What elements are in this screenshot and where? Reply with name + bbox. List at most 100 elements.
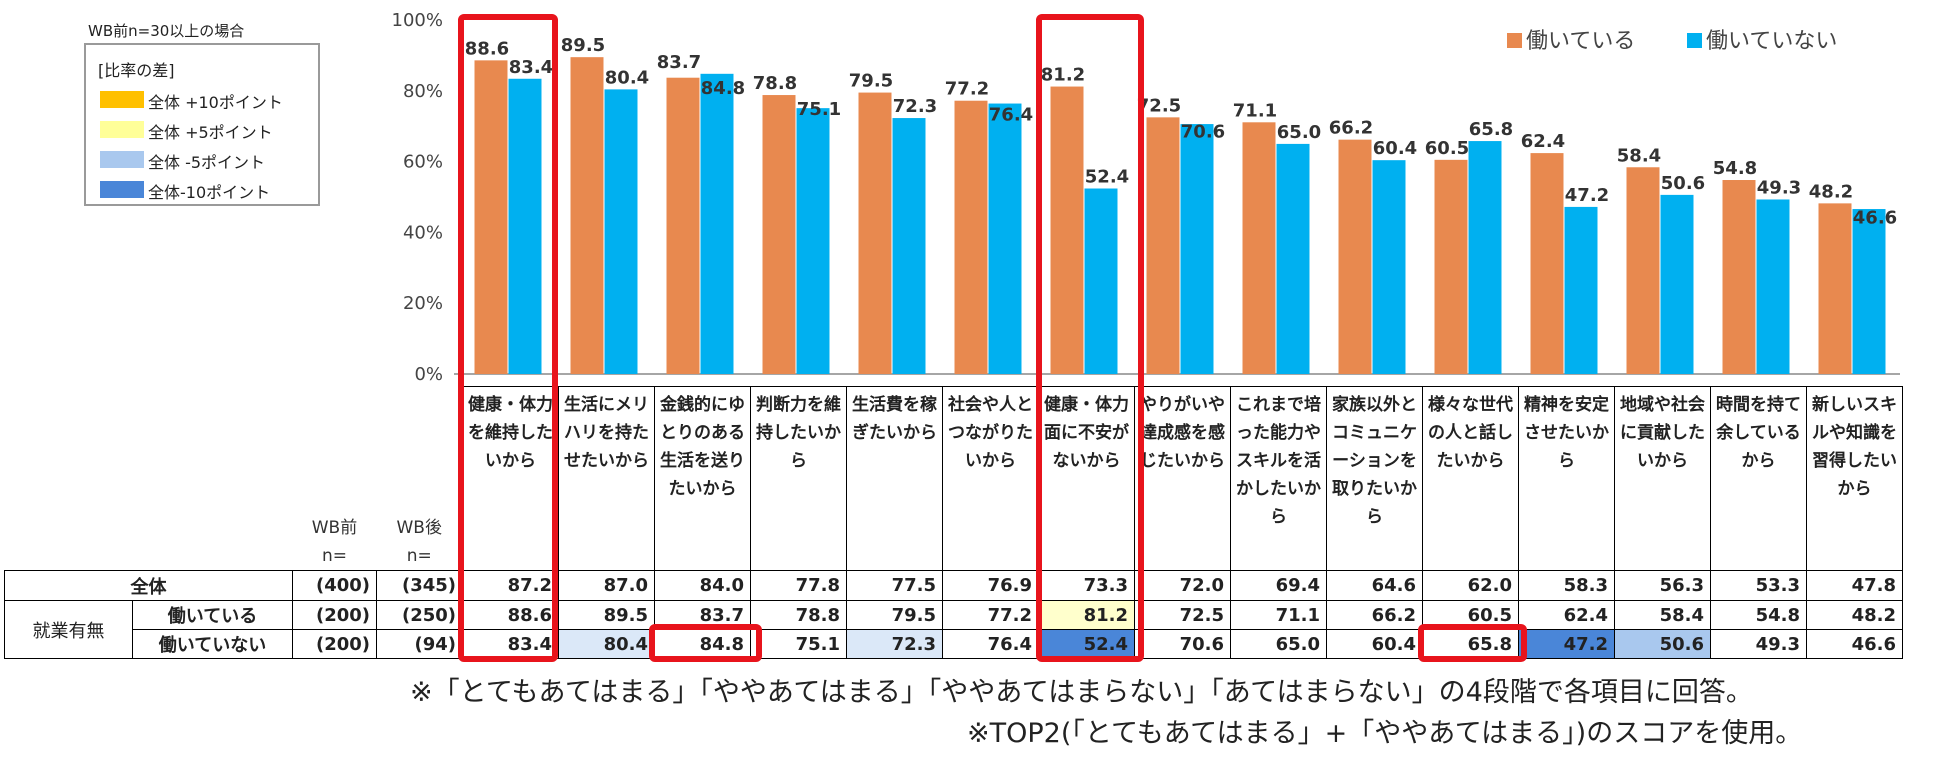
row-label-not-working: 働いていない: [132, 629, 293, 659]
bar-value-label: 49.3: [1757, 177, 1801, 198]
bar-not-working: [1180, 124, 1214, 375]
table-cell: 75.1: [750, 629, 847, 659]
difference-legend: [比率の差] 全体 +10ポイント 全体 +5ポイント 全体 -5ポイント 全体…: [84, 43, 320, 206]
bar-working: [954, 100, 988, 374]
bar-working: [666, 77, 700, 375]
highlight-col-health-maintain: [458, 14, 558, 662]
highlight-cell-money: [649, 624, 762, 662]
n-before-working: (200): [292, 600, 377, 630]
y-tick-label: 80%: [403, 81, 443, 102]
category-header: 金銭的にゆとりのある生活を送りたいから: [654, 386, 751, 571]
category-header: これまで培った能力やスキルを活かしたいから: [1230, 386, 1327, 571]
sample-size-note: WB前n=30以上の場合: [88, 22, 245, 40]
bar-value-label: 50.6: [1661, 173, 1705, 194]
table-cell: 76.9: [942, 570, 1039, 601]
bar-value-label: 88.6: [465, 38, 509, 59]
bar-value-label: 76.4: [989, 105, 1033, 126]
bar-value-label: 48.2: [1809, 181, 1853, 202]
table-cell: 78.8: [750, 600, 847, 630]
category-header: 様々な世代の人と話したいから: [1422, 386, 1519, 571]
y-tick-label: 100%: [392, 10, 443, 31]
table-cell: 79.5: [846, 600, 943, 630]
bar-value-label: 70.6: [1181, 121, 1225, 142]
wb-after-label: WB後: [396, 518, 442, 538]
table-cell: 64.6: [1326, 570, 1423, 601]
category-header: 健康・体力を維持したいから: [462, 386, 559, 571]
bar-value-label: 65.0: [1277, 122, 1321, 143]
table-cell: 53.3: [1710, 570, 1807, 601]
data-table: WB前 n= WB後 n= 健康・体力を維持したいから 生活にメリハリを持たせたい…: [4, 386, 1903, 659]
bar-not-working: [1564, 206, 1598, 374]
y-tick-label: 0%: [414, 364, 443, 385]
bar-not-working: [1852, 209, 1886, 374]
table-cell: 89.5: [558, 600, 655, 630]
highlight-col-health-no-worry: [1036, 14, 1144, 662]
n-label: n=: [321, 546, 348, 566]
category-header: 健康・体力面に不安がないから: [1038, 386, 1135, 571]
series-legend-swatch: [1687, 33, 1702, 48]
category-label: 社会や人とつながりたいから: [948, 395, 1033, 471]
table-cell: 48.2: [1806, 600, 1903, 630]
bar-working: [474, 60, 508, 375]
bar-not-working: [1276, 143, 1310, 374]
category-label: やりがいや達成感を感じたいから: [1140, 395, 1225, 471]
bar-not-working: [1468, 141, 1502, 374]
table-cell: 72.0: [1134, 570, 1231, 601]
table-cell: 49.3: [1710, 629, 1807, 659]
table-cell: 65.0: [1230, 629, 1327, 659]
bar-value-label: 84.8: [701, 78, 745, 99]
bar-value-label: 54.8: [1713, 158, 1757, 179]
category-label: 新しいスキルや知識を習得したいから: [1812, 395, 1897, 499]
table-cell: 84.0: [654, 570, 751, 601]
bar-working: [1434, 159, 1468, 374]
bar-not-working: [1756, 199, 1790, 374]
n-after-not-working: (94): [376, 629, 463, 659]
legend-label: 全体 +10ポイント: [148, 93, 283, 112]
legend-swatch: [100, 151, 144, 168]
bar-working: [1050, 86, 1084, 374]
table-cell: 83.4: [462, 629, 559, 659]
bar-value-label: 62.4: [1521, 131, 1565, 152]
bar-value-label: 72.5: [1137, 95, 1181, 116]
series-legend-label: 働いている: [1526, 29, 1635, 54]
table-cell: 65.8: [1422, 629, 1519, 659]
bar-chart: 0% 20% 40% 60% 80% 100% 88.683.4 89.580.4 83.784…: [392, 10, 1900, 385]
table-cell: 80.4: [558, 629, 655, 659]
row-label-total: 全体: [4, 570, 293, 601]
table-cell: 60.4: [1326, 629, 1423, 659]
category-label: 健康・体力面に不安がないから: [1044, 395, 1129, 471]
table-cell: 58.3: [1518, 570, 1615, 601]
table-cell: 46.6: [1806, 629, 1903, 659]
category-label: 地域や社会に貢献したいから: [1620, 395, 1705, 471]
y-tick-label: 40%: [403, 222, 443, 243]
category-header: 精神を安定させたいから: [1518, 386, 1615, 571]
table-cell: 69.4: [1230, 570, 1327, 601]
bar-value-label: 58.4: [1617, 145, 1661, 166]
y-tick-label: 60%: [403, 152, 443, 173]
bar-working: [1626, 167, 1660, 374]
footnote-scale: ※「とてもあてはまる」「ややあてはまる」「ややあてはまらない」「あてはまらない」…: [410, 677, 1753, 708]
bar-value-label: 65.8: [1469, 119, 1513, 140]
bar-working: [1818, 203, 1852, 374]
category-header: 判断力を維持したいから: [750, 386, 847, 571]
table-cell: 84.8: [654, 629, 751, 659]
category-header-row: WB前 n= WB後 n= 健康・体力を維持したいから 生活にメリハリを持たせたい…: [5, 386, 1903, 571]
table-cell: 77.5: [846, 570, 943, 601]
bar-value-label: 81.2: [1041, 65, 1085, 86]
series-legend-label: 働いていない: [1706, 29, 1837, 54]
bar-value-label: 47.2: [1565, 185, 1609, 206]
category-label: 健康・体力を維持したいから: [468, 395, 553, 471]
bar-working: [1146, 117, 1180, 374]
n-after-working: (250): [376, 600, 463, 630]
table-cell: 47.2: [1518, 629, 1615, 659]
category-label: 生活費を稼ぎたいから: [852, 395, 937, 443]
bar-working: [1530, 153, 1564, 374]
category-header: 生活費を稼ぎたいから: [846, 386, 943, 571]
category-label: 生活にメリハリを持たせたいから: [564, 395, 649, 471]
table-cell: 58.4: [1614, 600, 1711, 630]
table-cell: 77.2: [942, 600, 1039, 630]
bar-not-working: [1660, 194, 1694, 374]
category-label: 様々な世代の人と話したいから: [1428, 395, 1513, 471]
table-cell: 72.5: [1134, 600, 1231, 630]
bar-not-working: [604, 89, 638, 374]
